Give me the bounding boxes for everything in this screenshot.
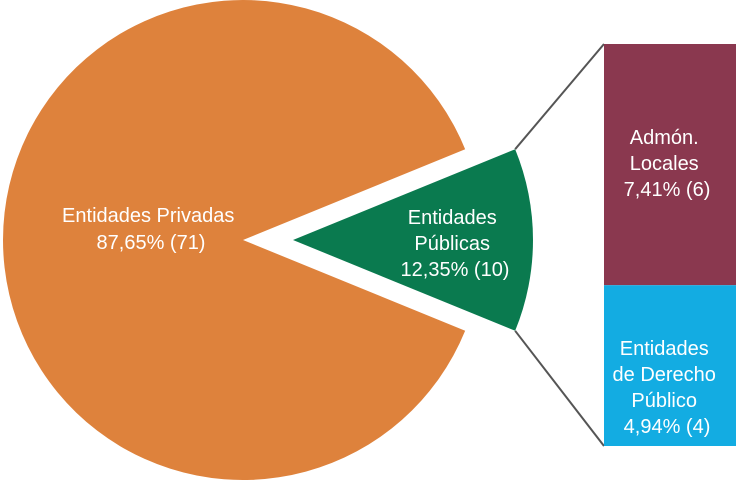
connector-line-top xyxy=(515,44,604,149)
connector-line-bottom xyxy=(515,331,604,446)
label-entidades-publicas: Entidades Públicas 12,35% (10) xyxy=(401,207,510,281)
label-admon-locales: Admón. Locales 7,41% (6) xyxy=(624,127,711,201)
